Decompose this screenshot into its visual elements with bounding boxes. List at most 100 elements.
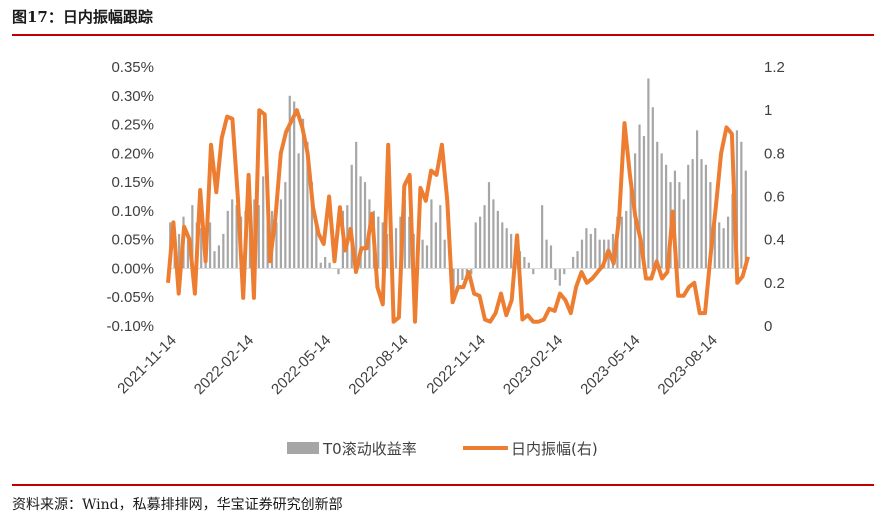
bar bbox=[310, 182, 313, 269]
right-tick-label: 1.2 bbox=[764, 59, 785, 76]
right-tick-label: 1 bbox=[764, 102, 772, 119]
bar bbox=[695, 130, 699, 269]
bar bbox=[660, 153, 663, 269]
figure-title: 图17：日内振幅跟踪 bbox=[12, 8, 153, 26]
left-tick-label: 0.15% bbox=[111, 174, 154, 191]
bar bbox=[226, 210, 229, 269]
bar bbox=[678, 182, 681, 269]
bar bbox=[541, 205, 544, 269]
bar bbox=[319, 262, 322, 269]
left-tick-label: 0.20% bbox=[111, 145, 154, 162]
bar bbox=[527, 262, 530, 269]
right-tick-label: 0.4 bbox=[764, 232, 785, 249]
bar bbox=[456, 268, 460, 292]
left-tick-label: -0.10% bbox=[106, 318, 154, 335]
bar bbox=[713, 210, 716, 269]
bar bbox=[580, 239, 584, 269]
bar bbox=[731, 193, 734, 269]
x-tick-label: 2023-02-14 bbox=[500, 332, 566, 398]
bar bbox=[403, 199, 406, 269]
bar bbox=[505, 228, 508, 269]
top-rule bbox=[12, 34, 874, 36]
legend-bar-swatch bbox=[287, 442, 319, 454]
bar bbox=[461, 268, 464, 280]
bar bbox=[235, 205, 238, 269]
bar bbox=[629, 182, 632, 269]
bar bbox=[563, 268, 566, 275]
right-tick-label: 0.2 bbox=[764, 275, 785, 292]
bar bbox=[735, 130, 739, 269]
bar bbox=[532, 268, 535, 275]
bar bbox=[585, 228, 588, 269]
bar bbox=[231, 199, 234, 269]
right-tick-label: 0.8 bbox=[764, 145, 785, 162]
left-tick-label: 0.35% bbox=[111, 59, 154, 76]
bar bbox=[337, 268, 340, 275]
left-tick-label: 0.00% bbox=[111, 260, 154, 277]
bar bbox=[501, 222, 504, 269]
bar bbox=[377, 216, 380, 269]
right-tick-label: 0 bbox=[764, 318, 772, 335]
bar bbox=[704, 164, 708, 269]
bar bbox=[363, 182, 367, 269]
bar bbox=[718, 222, 721, 269]
bar bbox=[620, 216, 623, 269]
bar bbox=[709, 182, 712, 269]
bar bbox=[350, 164, 353, 269]
bar bbox=[576, 251, 579, 269]
x-tick-label: 2022-08-14 bbox=[345, 332, 411, 398]
bar bbox=[603, 239, 606, 269]
right-tick-label: 0.6 bbox=[764, 189, 785, 206]
source-note: 资料来源：Wind，私募排排网，华宝证券研究创新部 bbox=[12, 497, 343, 513]
bar bbox=[430, 199, 433, 269]
bar bbox=[213, 251, 216, 269]
bar bbox=[594, 228, 597, 269]
bottom-rule bbox=[12, 484, 874, 486]
bar bbox=[262, 176, 265, 269]
right-axis: 1.2 1 0.8 0.6 0.4 0.2 0 bbox=[764, 59, 785, 335]
x-axis: 2021-11-14 2022-02-14 2022-05-14 2022-08-14… bbox=[114, 332, 720, 398]
x-tick-label: 2022-05-14 bbox=[268, 332, 334, 398]
bar bbox=[177, 233, 181, 269]
bar bbox=[443, 239, 446, 269]
bar bbox=[222, 233, 225, 269]
bar bbox=[301, 118, 305, 269]
bar bbox=[359, 176, 362, 269]
x-tick-label: 2023-05-14 bbox=[577, 332, 643, 398]
left-tick-label: 0.05% bbox=[111, 232, 154, 249]
bar bbox=[279, 199, 283, 269]
bar bbox=[434, 222, 437, 269]
x-tick-label: 2022-11-14 bbox=[423, 332, 488, 397]
bar bbox=[691, 159, 694, 269]
bar bbox=[744, 170, 747, 269]
bar bbox=[611, 233, 615, 269]
x-tick-label: 2022-02-14 bbox=[191, 332, 257, 398]
legend: T0滚动收益率 日内振幅(右) bbox=[287, 440, 598, 458]
bar bbox=[208, 222, 212, 269]
bar bbox=[293, 101, 296, 269]
bar bbox=[647, 78, 650, 269]
bar bbox=[722, 228, 725, 269]
bar bbox=[545, 239, 548, 269]
bar bbox=[625, 210, 628, 269]
line-series bbox=[166, 108, 750, 324]
bar bbox=[700, 159, 703, 269]
bar bbox=[191, 205, 194, 269]
bar bbox=[421, 239, 424, 269]
bar bbox=[217, 245, 221, 269]
left-tick-label: 0.30% bbox=[111, 88, 154, 105]
bar bbox=[726, 216, 730, 269]
bar bbox=[297, 153, 300, 269]
bar bbox=[324, 256, 327, 269]
x-tick-label: 2023-08-14 bbox=[655, 332, 721, 398]
bar bbox=[200, 228, 203, 269]
bar bbox=[656, 141, 659, 269]
bar bbox=[474, 222, 477, 269]
bar bbox=[558, 268, 561, 286]
bar bbox=[381, 222, 384, 269]
bar bbox=[664, 164, 668, 269]
bar bbox=[554, 268, 557, 280]
left-axis: 0.35% 0.30% 0.25% 0.20% 0.15% 0.10% 0.05% 0.00%… bbox=[106, 59, 154, 335]
left-tick-label: 0.25% bbox=[111, 117, 154, 134]
